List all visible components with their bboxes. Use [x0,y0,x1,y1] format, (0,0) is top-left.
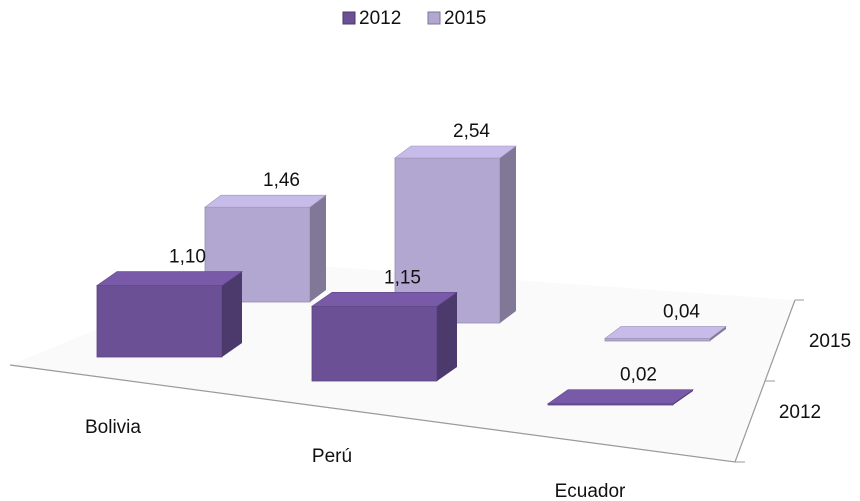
bar [311,291,458,382]
legend-label: 2015 [444,8,486,29]
bar-front [604,338,711,342]
bar-top [96,271,243,286]
data-label: 1,10 [169,247,206,268]
bar-top [604,326,727,339]
bar-side [222,271,242,357]
bar-side [437,292,457,381]
bar-side [710,326,726,341]
data-label: 0,02 [620,365,657,386]
legend-label: 2012 [359,8,401,29]
bar-side [310,195,326,302]
x-tick-label: Ecuador [555,481,626,501]
bar-front [311,305,438,382]
legend-swatch [427,11,441,25]
depth-label: 2012 [779,402,821,423]
bar-side [500,146,516,323]
data-label: 2,54 [453,121,490,142]
x-tick-label: Bolivia [85,417,141,438]
bar-top [204,194,327,208]
legend: 2012 2015 [342,8,486,29]
bar-front [96,285,223,358]
x-tick-label: Perú [312,446,352,467]
legend-swatch [342,11,356,25]
bar-top [311,291,458,307]
depth-label: 2015 [809,331,851,352]
bar [547,389,694,406]
data-label: 1,46 [263,170,300,191]
bar [604,326,727,342]
bar-top [394,145,517,159]
bar-top [547,389,694,405]
bar [96,271,243,358]
data-label: 0,04 [663,301,700,322]
data-label: 1,15 [384,267,421,288]
